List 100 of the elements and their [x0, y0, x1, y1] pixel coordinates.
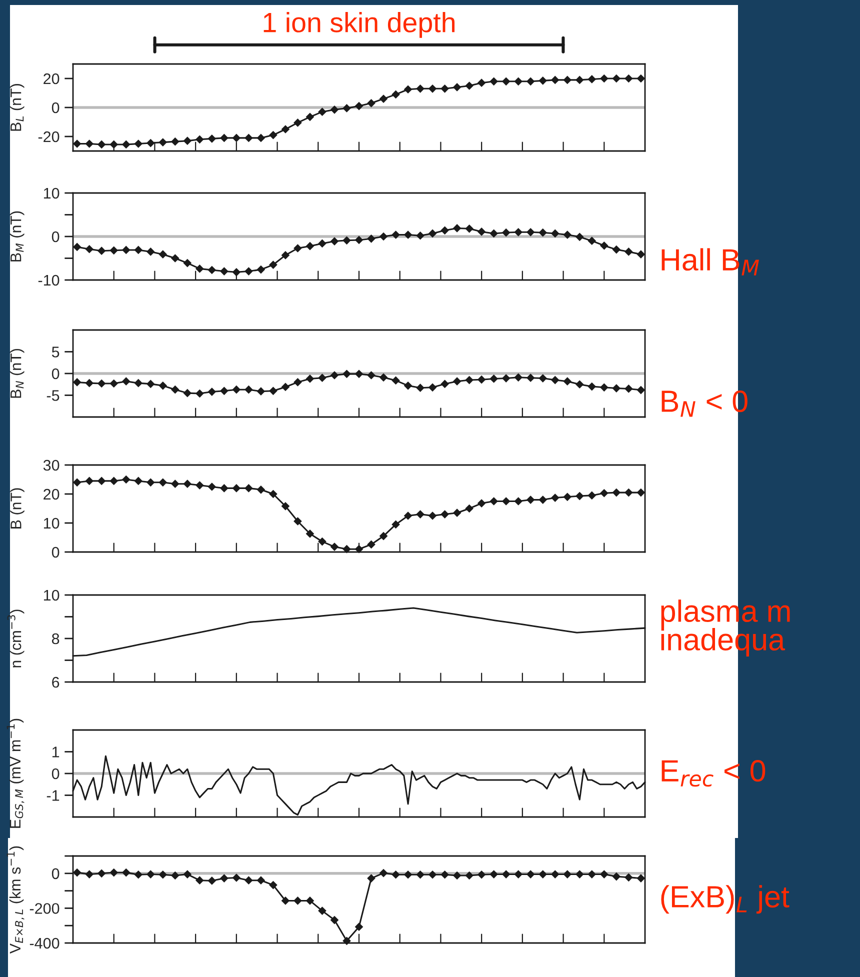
point — [269, 881, 278, 890]
point — [134, 870, 142, 879]
y-axis-title: B (nT) — [10, 488, 24, 528]
point — [196, 135, 204, 144]
point — [538, 228, 547, 237]
point — [282, 251, 290, 260]
y-axis-title: B$_{L}$ (nT) — [10, 84, 24, 131]
point — [73, 242, 82, 251]
point — [380, 232, 388, 240]
point — [73, 868, 82, 876]
point — [404, 870, 412, 879]
point — [612, 74, 620, 82]
point — [380, 94, 388, 103]
point — [453, 872, 462, 880]
point — [342, 545, 351, 554]
point — [551, 494, 560, 502]
point — [380, 532, 388, 540]
point — [256, 134, 265, 142]
point — [563, 492, 572, 501]
point — [146, 478, 155, 486]
point — [624, 384, 633, 393]
point — [318, 906, 326, 915]
point — [465, 504, 474, 512]
point — [110, 868, 118, 876]
point — [636, 488, 645, 497]
point — [158, 478, 167, 486]
point — [256, 486, 265, 494]
point — [98, 869, 106, 878]
point — [404, 85, 412, 94]
point — [146, 248, 155, 256]
point — [232, 874, 240, 882]
point — [220, 267, 228, 276]
point — [122, 868, 130, 876]
point — [600, 242, 608, 250]
text: (ExB)$_{L}$ jet — [661, 885, 790, 914]
point — [636, 74, 645, 82]
y-tick-label: 1 — [52, 746, 60, 758]
point — [588, 236, 596, 245]
point — [85, 870, 94, 878]
point — [380, 869, 388, 878]
point — [122, 246, 130, 254]
point — [478, 376, 486, 384]
point — [306, 530, 314, 538]
y-tick-label: -1 — [46, 790, 60, 801]
y-tick-label: 0 — [52, 368, 60, 380]
point — [146, 139, 155, 147]
point — [514, 870, 522, 878]
point — [98, 246, 106, 255]
point — [526, 870, 535, 878]
point — [440, 226, 449, 234]
y-axis-title: E$_{GS,M}$ (mV m$^{−1}$) — [6, 718, 24, 828]
point — [538, 374, 547, 382]
point — [306, 374, 314, 383]
point — [318, 538, 326, 546]
point — [183, 480, 192, 488]
point — [636, 874, 645, 882]
point — [330, 237, 338, 246]
y-tick-label: 10 — [44, 188, 60, 199]
point — [196, 390, 204, 398]
point — [576, 232, 584, 241]
point — [576, 380, 584, 388]
y-tick-label: -400 — [30, 938, 60, 949]
point — [563, 377, 572, 386]
point — [392, 520, 400, 528]
point — [330, 542, 338, 551]
point — [282, 125, 290, 134]
point — [490, 230, 498, 238]
point — [367, 874, 376, 882]
point — [294, 118, 302, 127]
point — [134, 379, 142, 388]
point — [220, 386, 228, 395]
y-tick-label: -200 — [30, 903, 60, 914]
point — [588, 870, 596, 878]
point — [110, 476, 118, 485]
point — [563, 230, 572, 239]
y-tick-label: -5 — [46, 390, 60, 401]
point — [73, 378, 82, 386]
point — [330, 371, 338, 380]
point — [367, 99, 376, 108]
point — [478, 499, 486, 508]
point — [514, 373, 522, 382]
point — [122, 377, 130, 386]
point — [208, 134, 216, 143]
point — [588, 382, 596, 391]
point — [146, 380, 155, 388]
point — [588, 491, 596, 500]
point — [355, 236, 363, 244]
point — [514, 228, 522, 236]
point — [208, 266, 216, 274]
point — [563, 870, 572, 878]
point — [551, 230, 560, 238]
y-tick-label: -10 — [38, 274, 60, 286]
point — [367, 234, 376, 243]
point — [220, 134, 228, 142]
point — [453, 224, 462, 232]
point — [440, 84, 449, 93]
point — [600, 383, 608, 392]
point — [440, 380, 449, 388]
point — [624, 74, 633, 82]
point — [318, 374, 326, 382]
